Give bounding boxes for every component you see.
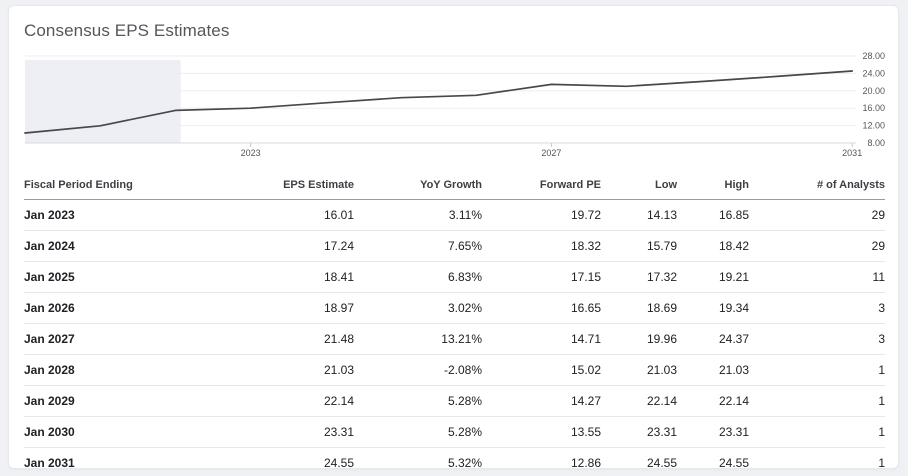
- value-cell: 14.13: [601, 199, 677, 231]
- fiscal-period-cell: Jan 2026: [24, 292, 224, 324]
- column-header: Low: [601, 173, 677, 200]
- fiscal-period-cell: Jan 2023: [24, 199, 224, 231]
- eps-line-chart[interactable]: 8.00 12.00 16.00 20.00 24.00 28.00 2023 2027 203…: [9, 51, 899, 166]
- value-cell: 19.96: [601, 323, 677, 355]
- x-axis-tick-label: 2027: [541, 148, 561, 158]
- table-header-row: Fiscal Period Ending EPS Estimate YoY Grow…: [24, 173, 885, 200]
- value-cell: 5.28%: [354, 385, 482, 417]
- fiscal-period-cell: Jan 2031: [24, 456, 75, 469]
- fiscal-period-cell: Jan 2025: [24, 261, 224, 293]
- value-cell: 1: [749, 416, 885, 448]
- table-row: Jan 2030 23.31 5.28% 13.55 23.31 23.31 1: [24, 416, 885, 448]
- value-cell: 3: [749, 292, 885, 324]
- value-cell: 21.03: [224, 354, 354, 386]
- consensus-eps-card: Consensus EPS Estimates 8.00 12.00 16.00 20…: [8, 5, 899, 469]
- value-cell: 15.02: [482, 354, 601, 386]
- value-cell: 13.21%: [354, 323, 482, 355]
- fiscal-period-cell: Jan 2028: [24, 354, 224, 386]
- table-row: Jan 2026 18.97 3.02% 16.65 18.69 19.34 3: [24, 292, 885, 324]
- value-cell: 24.55: [323, 456, 354, 469]
- value-cell: 21.03: [601, 354, 677, 386]
- value-cell: 1: [878, 456, 885, 469]
- value-cell: 23.31: [224, 416, 354, 448]
- table-row: Jan 2024 17.24 7.65% 18.32 15.79 18.42 29: [24, 230, 885, 262]
- table-row: Jan 2028 21.03 -2.08% 15.02 21.03 21.03 1: [24, 354, 885, 386]
- value-cell: 13.55: [482, 416, 601, 448]
- eps-estimates-table: Fiscal Period Ending EPS Estimate YoY Grow…: [24, 173, 885, 469]
- table-row: Jan 2023 16.01 3.11% 19.72 14.13 16.85 29: [24, 199, 885, 231]
- value-cell: 7.65%: [354, 230, 482, 262]
- column-header: High: [677, 173, 749, 200]
- y-axis-tick-label: 20.00: [862, 86, 885, 96]
- value-cell: 3.11%: [354, 199, 482, 231]
- value-cell: 23.31: [601, 416, 677, 448]
- value-cell: 29: [749, 199, 885, 231]
- value-cell: 21.03: [677, 354, 749, 386]
- value-cell: 22.14: [677, 385, 749, 417]
- value-cell: 3: [749, 323, 885, 355]
- value-cell: 14.27: [482, 385, 601, 417]
- fiscal-period-cell: Jan 2027: [24, 323, 224, 355]
- page-title: Consensus EPS Estimates: [24, 21, 230, 40]
- value-cell: 17.24: [224, 230, 354, 262]
- value-cell: 16.01: [224, 199, 354, 231]
- value-cell: 19.34: [677, 292, 749, 324]
- value-cell: 18.42: [677, 230, 749, 262]
- value-cell: 14.71: [482, 323, 601, 355]
- table-row: Jan 2027 21.48 13.21% 14.71 19.96 24.37 3: [24, 323, 885, 355]
- value-cell: -2.08%: [354, 354, 482, 386]
- value-cell: 19.72: [482, 199, 601, 231]
- y-axis-tick-label: 8.00: [867, 138, 885, 148]
- column-header: Forward PE: [482, 173, 601, 200]
- column-header: YoY Growth: [354, 173, 482, 200]
- x-axis-tick-label: 2031: [842, 148, 862, 158]
- value-cell: 5.32%: [447, 456, 482, 469]
- value-cell: 29: [749, 230, 885, 262]
- column-header: # of Analysts: [749, 173, 885, 200]
- value-cell: 18.32: [482, 230, 601, 262]
- value-cell: 1: [749, 354, 885, 386]
- table-row: Jan 2031 24.55 5.32% 12.86 24.55 24.55 1: [24, 448, 885, 469]
- y-axis-tick-label: 16.00: [862, 103, 885, 113]
- value-cell: 6.83%: [354, 261, 482, 293]
- eps-chart-svg[interactable]: 8.00 12.00 16.00 20.00 24.00 28.00 2023 2027 203…: [9, 51, 899, 166]
- fiscal-period-cell: Jan 2029: [24, 385, 224, 417]
- fiscal-period-cell: Jan 2024: [24, 230, 224, 262]
- value-cell: 23.31: [677, 416, 749, 448]
- column-header: EPS Estimate: [224, 173, 354, 200]
- value-cell: 18.97: [224, 292, 354, 324]
- y-axis-tick-label: 24.00: [862, 68, 885, 78]
- value-cell: 3.02%: [354, 292, 482, 324]
- value-cell: 12.86: [570, 456, 601, 469]
- value-cell: 22.14: [224, 385, 354, 417]
- table-body: Jan 2023 16.01 3.11% 19.72 14.13 16.85 29 Jan 2…: [24, 199, 885, 469]
- value-cell: 11: [749, 261, 885, 293]
- eps-estimate-line[interactable]: [24, 70, 854, 134]
- value-cell: 24.55: [718, 456, 749, 469]
- value-cell: 5.28%: [354, 416, 482, 448]
- value-cell: 18.69: [601, 292, 677, 324]
- column-header: Fiscal Period Ending: [24, 173, 224, 200]
- table-row: Jan 2025 18.41 6.83% 17.15 17.32 19.21 11: [24, 261, 885, 293]
- value-cell: 18.41: [224, 261, 354, 293]
- value-cell: 24.37: [677, 323, 749, 355]
- value-cell: 1: [749, 385, 885, 417]
- y-axis-tick-label: 28.00: [862, 51, 885, 61]
- fiscal-period-cell: Jan 2030: [24, 416, 224, 448]
- value-cell: 22.14: [601, 385, 677, 417]
- value-cell: 21.48: [224, 323, 354, 355]
- value-cell: 24.55: [646, 456, 677, 469]
- value-cell: 16.65: [482, 292, 601, 324]
- x-axis-tick-label: 2023: [241, 148, 261, 158]
- value-cell: 17.15: [482, 261, 601, 293]
- value-cell: 17.32: [601, 261, 677, 293]
- value-cell: 19.21: [677, 261, 749, 293]
- value-cell: 15.79: [601, 230, 677, 262]
- table-row: Jan 2029 22.14 5.28% 14.27 22.14 22.14 1: [24, 385, 885, 417]
- y-axis-tick-label: 12.00: [862, 121, 885, 131]
- value-cell: 16.85: [677, 199, 749, 231]
- table-header: Fiscal Period Ending EPS Estimate YoY Grow…: [24, 173, 885, 200]
